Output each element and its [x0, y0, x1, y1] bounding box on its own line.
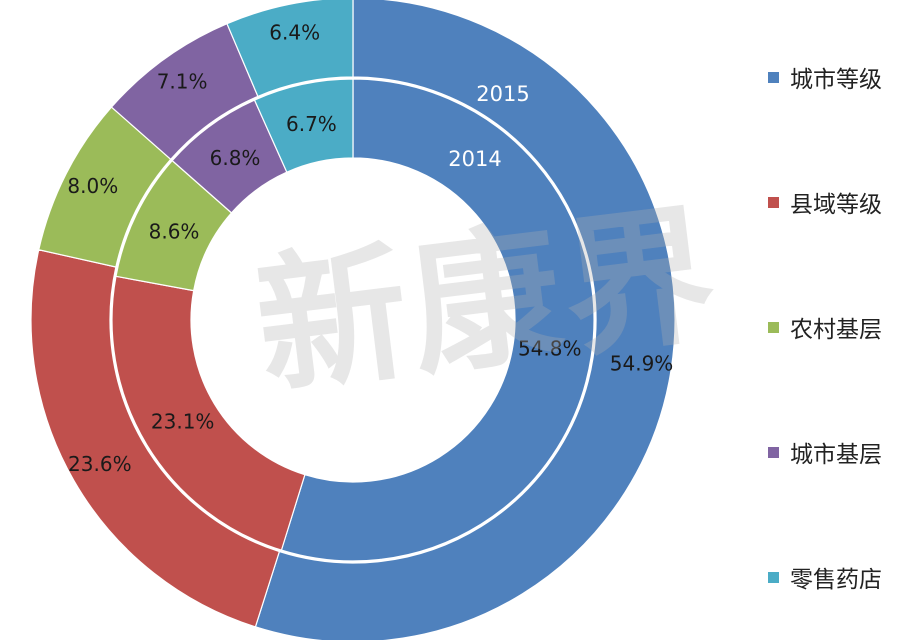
legend-item-2: 农村基层	[768, 310, 882, 344]
slice-2015-0	[254, 0, 676, 640]
data-label-2015-0: 54.9%	[610, 351, 674, 375]
slice-2014-0	[280, 78, 595, 562]
data-label-2015-1: 23.6%	[68, 452, 132, 476]
legend-swatch-2	[768, 321, 779, 333]
legend-label-2: 农村基层	[790, 317, 882, 343]
legend-swatch-3	[768, 446, 779, 458]
slice-2014-1	[111, 275, 306, 551]
data-label-2014-4: 6.7%	[286, 112, 337, 136]
legend-item-0: 城市等级	[768, 60, 882, 94]
data-label-2014-0: 54.8%	[518, 336, 582, 360]
data-label-2014-1: 23.1%	[151, 409, 215, 433]
legend-item-3: 城市基层	[768, 435, 882, 469]
data-label-2015-4: 6.4%	[269, 20, 320, 44]
legend-item-1: 县域等级	[768, 185, 882, 219]
legend-swatch-4	[768, 571, 779, 583]
data-label-2015-2: 8.0%	[67, 174, 118, 198]
slice-2014-4	[253, 78, 354, 173]
slice-2015-4	[226, 0, 354, 98]
legend-label-1: 县域等级	[790, 192, 882, 218]
legend-swatch-1	[768, 196, 779, 208]
series-label-2014: 2014	[448, 147, 501, 171]
data-label-2014-2: 8.6%	[149, 220, 200, 244]
data-label-2014-3: 6.8%	[210, 146, 261, 170]
legend-label-0: 城市等级	[790, 67, 882, 93]
legend-swatch-0	[768, 71, 779, 83]
series-label-2015: 2015	[476, 82, 529, 106]
legend-label-4: 零售药店	[790, 567, 882, 593]
legend-label-3: 城市基层	[790, 442, 882, 468]
data-label-2015-3: 7.1%	[157, 70, 208, 94]
legend-item-4: 零售药店	[768, 560, 882, 594]
